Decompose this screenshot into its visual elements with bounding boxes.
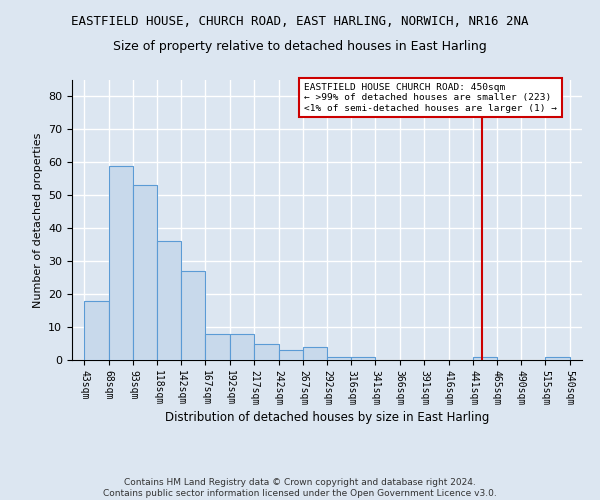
Text: EASTFIELD HOUSE CHURCH ROAD: 450sqm
← >99% of detached houses are smaller (223)
: EASTFIELD HOUSE CHURCH ROAD: 450sqm ← >9… — [304, 83, 557, 112]
Bar — [205, 334, 230, 360]
Text: EASTFIELD HOUSE, CHURCH ROAD, EAST HARLING, NORWICH, NR16 2NA: EASTFIELD HOUSE, CHURCH ROAD, EAST HARLI… — [71, 15, 529, 28]
Text: Size of property relative to detached houses in East Harling: Size of property relative to detached ho… — [113, 40, 487, 53]
Bar — [278, 350, 303, 360]
Bar — [473, 356, 497, 360]
Bar — [254, 344, 278, 360]
Bar — [133, 186, 157, 360]
Bar — [303, 347, 328, 360]
Bar — [230, 334, 254, 360]
X-axis label: Distribution of detached houses by size in East Harling: Distribution of detached houses by size … — [165, 410, 489, 424]
Y-axis label: Number of detached properties: Number of detached properties — [32, 132, 43, 308]
Bar — [84, 300, 109, 360]
Bar — [328, 356, 351, 360]
Bar — [351, 356, 376, 360]
Bar — [157, 242, 181, 360]
Bar — [109, 166, 133, 360]
Bar — [181, 271, 205, 360]
Text: Contains HM Land Registry data © Crown copyright and database right 2024.
Contai: Contains HM Land Registry data © Crown c… — [103, 478, 497, 498]
Bar — [545, 356, 570, 360]
